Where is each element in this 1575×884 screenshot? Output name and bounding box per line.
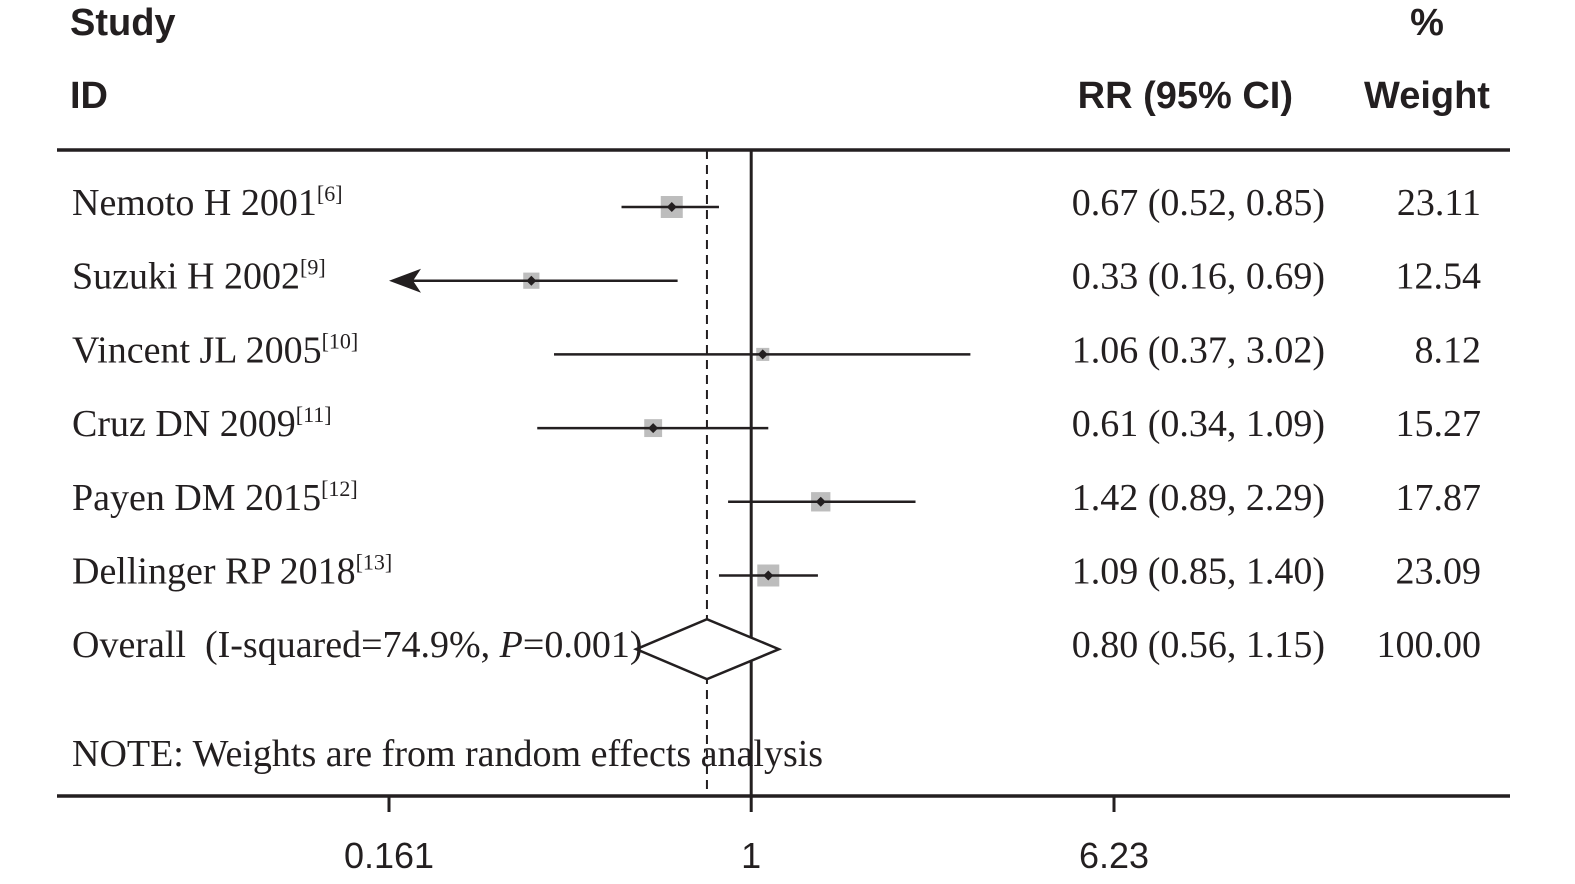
study-name: Nemoto H 2001 — [72, 182, 317, 224]
study-label: Payen DM 2015[12] — [72, 476, 358, 519]
study-name: Dellinger RP 2018 — [72, 551, 356, 593]
study-name: Vincent JL 2005 — [72, 329, 322, 371]
note-text: NOTE: Weights are from random effects an… — [72, 733, 823, 775]
header-study: Study — [70, 2, 176, 44]
rr-ci-value: 0.61 (0.34, 1.09) — [1072, 403, 1325, 445]
overall-weight-value: 100.00 — [1377, 624, 1482, 666]
study-reference: [10] — [322, 328, 359, 353]
point-estimate — [757, 349, 768, 360]
overall-rr-ci-value: 0.80 (0.56, 1.15) — [1072, 624, 1325, 666]
rr-ci-value: 0.67 (0.52, 0.85) — [1072, 182, 1325, 224]
header-weight: Weight — [1364, 75, 1490, 117]
overall-diamond — [633, 617, 783, 681]
point-estimate — [763, 570, 774, 581]
x-tick-label: 0.161 — [344, 835, 434, 876]
header-percent: % — [1410, 2, 1444, 44]
overall-label: Overall (I-squared=74.9%, P=0.001) — [72, 624, 642, 666]
study-reference: [6] — [317, 181, 343, 206]
weight-value: 15.27 — [1396, 403, 1482, 445]
study-name: Suzuki H 2002 — [72, 256, 300, 298]
study-reference: [11] — [296, 402, 332, 427]
study-name: Payen DM 2015 — [72, 477, 321, 519]
ci-arrow — [389, 268, 421, 293]
study-name: Cruz DN 2009 — [72, 403, 296, 445]
weight-value: 8.12 — [1415, 329, 1482, 371]
weight-value: 23.09 — [1396, 551, 1482, 593]
point-estimate — [648, 423, 659, 434]
study-label: Cruz DN 2009[11] — [72, 402, 332, 445]
point-estimate — [526, 275, 537, 286]
study-labels: Nemoto H 2001[6] 0.67 (0.52, 0.85) 23.11 Su… — [72, 181, 1481, 666]
rr-ci-value: 0.33 (0.16, 0.69) — [1072, 256, 1325, 298]
header-id: ID — [70, 75, 108, 117]
rr-ci-value: 1.42 (0.89, 2.29) — [1072, 477, 1325, 519]
study-reference: [12] — [321, 476, 358, 501]
overall-label-prefix: Overall (I-squared=74.9%, — [72, 624, 500, 666]
study-label: Dellinger RP 2018[13] — [72, 550, 392, 593]
overall-label-p: P — [499, 624, 523, 666]
x-axis-ticks: 0.161 1 6.23 — [344, 796, 1149, 876]
study-reference: [13] — [356, 550, 393, 575]
weight-value: 23.11 — [1397, 182, 1481, 224]
study-label: Suzuki H 2002[9] — [72, 255, 326, 298]
rr-ci-value: 1.09 (0.85, 1.40) — [1072, 551, 1325, 593]
x-tick-label: 1 — [741, 835, 761, 876]
rr-ci-value: 1.06 (0.37, 3.02) — [1072, 329, 1325, 371]
study-label: Nemoto H 2001[6] — [72, 181, 343, 224]
point-estimate — [815, 496, 826, 507]
study-marks — [389, 196, 971, 681]
header-rr-ci: RR (95% CI) — [1078, 75, 1293, 117]
point-estimate — [666, 202, 677, 212]
weight-value: 12.54 — [1396, 256, 1482, 298]
overall-label-suffix: =0.001) — [523, 624, 643, 666]
weight-value: 17.87 — [1396, 477, 1482, 519]
x-tick-label: 6.23 — [1079, 835, 1149, 876]
study-label: Vincent JL 2005[10] — [72, 328, 358, 371]
study-reference: [9] — [300, 255, 326, 280]
